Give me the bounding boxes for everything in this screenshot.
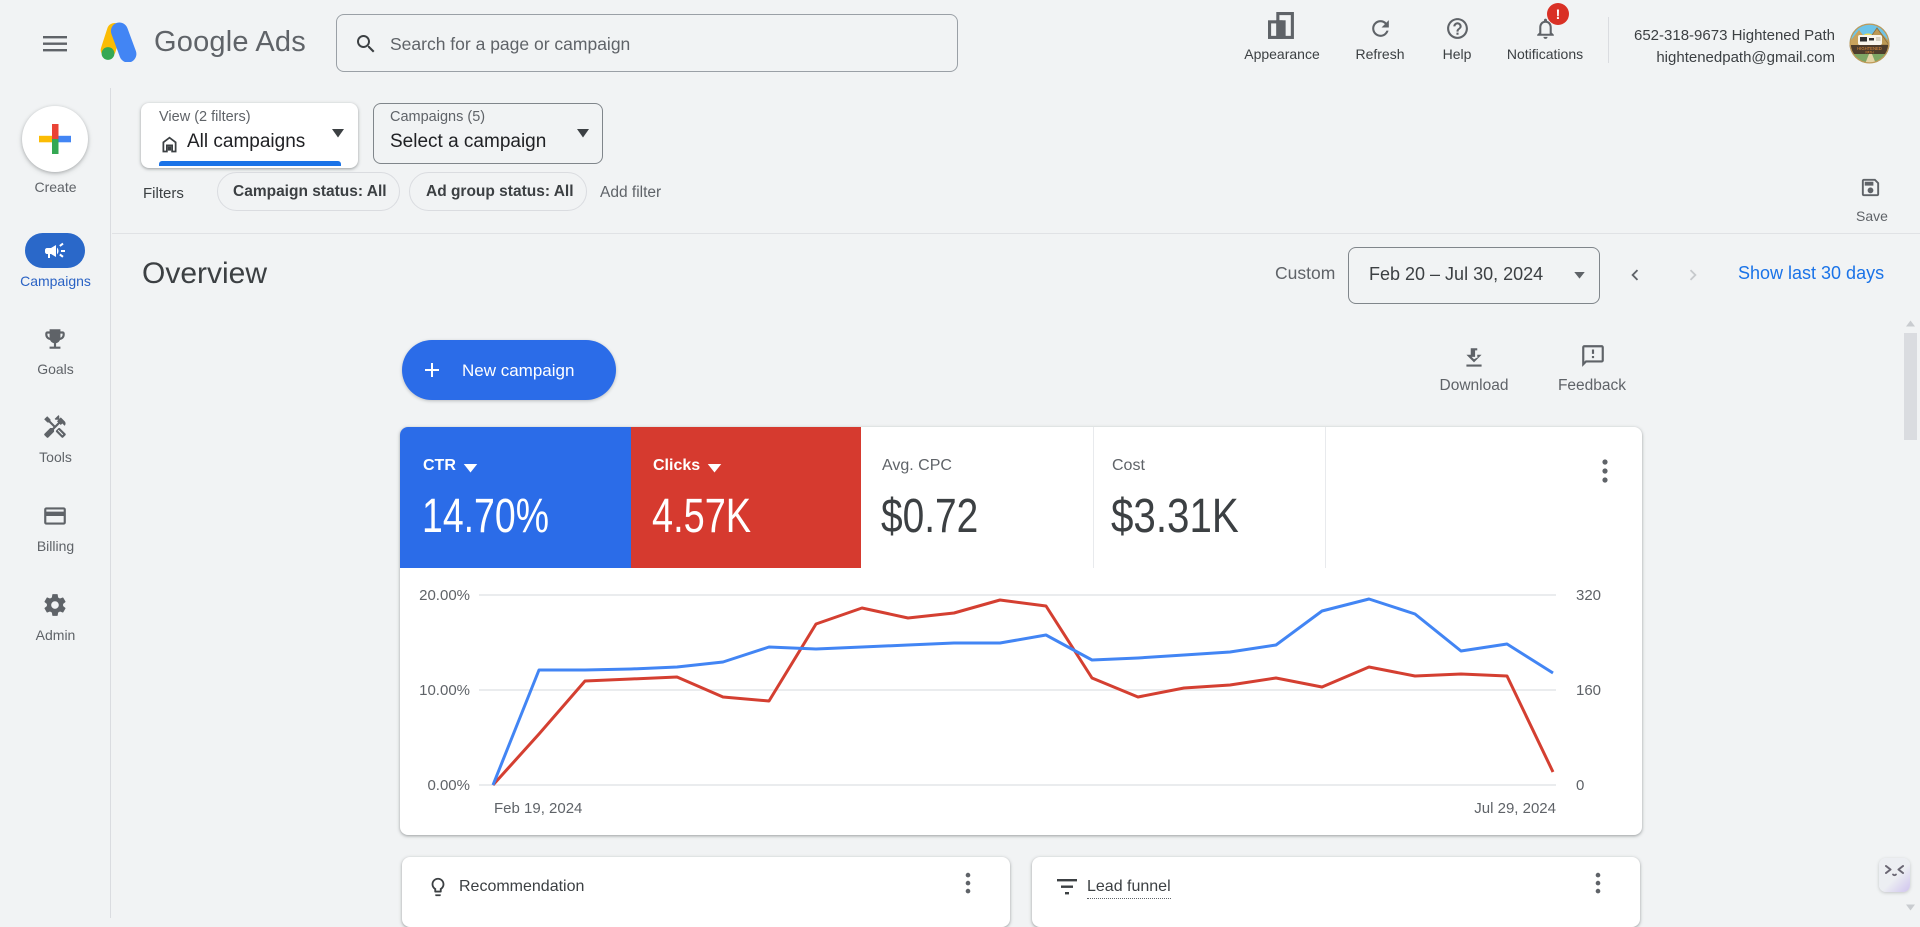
svg-text:160: 160 (1576, 682, 1601, 699)
svg-text:0: 0 (1576, 777, 1584, 794)
svg-text:10.00%: 10.00% (419, 682, 470, 699)
svg-text:Jul 29, 2024: Jul 29, 2024 (1474, 800, 1556, 817)
svg-text:20.00%: 20.00% (419, 587, 470, 604)
svg-text:Feb 19, 2024: Feb 19, 2024 (494, 800, 582, 817)
svg-text:PATH: PATH (1865, 51, 1874, 55)
svg-text:HIGHTENED: HIGHTENED (1857, 46, 1882, 51)
svg-text:0.00%: 0.00% (427, 777, 470, 794)
svg-text:320: 320 (1576, 587, 1601, 604)
